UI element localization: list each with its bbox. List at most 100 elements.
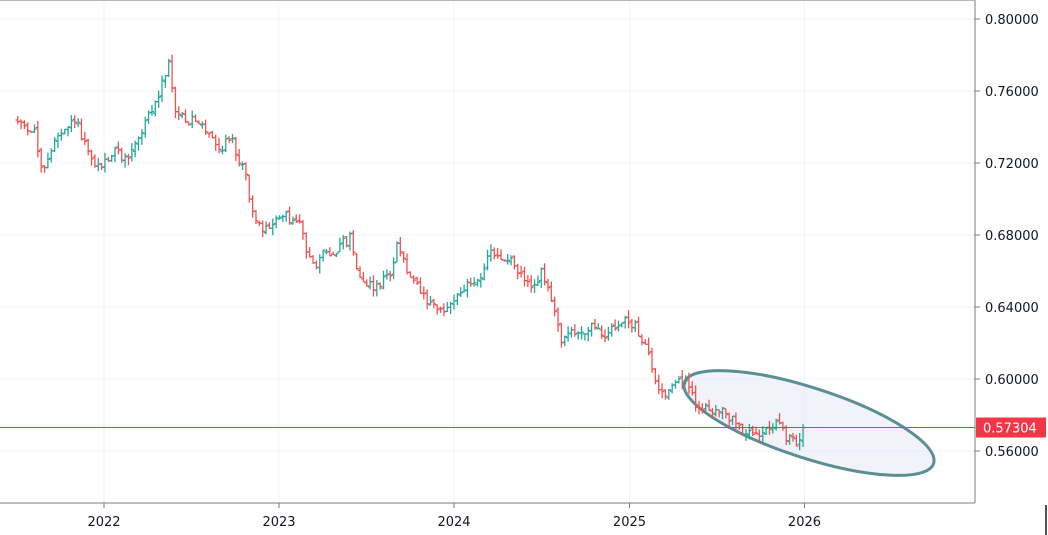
ohlc-bar	[233, 136, 239, 161]
ohlc-bar	[72, 115, 77, 129]
ohlc-bar	[545, 278, 551, 292]
y-tick-label: 0.76000	[985, 85, 1039, 100]
ohlc-bar	[35, 120, 41, 158]
ohlc-bar	[706, 399, 712, 411]
ohlc-bar	[619, 322, 625, 328]
ohlc-bar	[75, 118, 81, 128]
ohlc-bar	[193, 114, 198, 122]
ohlc-bar	[471, 277, 477, 287]
ohlc-bar	[710, 408, 715, 419]
ohlc-bar	[720, 407, 725, 420]
ohlc-bar	[290, 216, 296, 225]
ohlc-bar	[347, 231, 353, 251]
ohlc-bar	[616, 320, 621, 332]
ohlc-bar	[263, 221, 269, 235]
ohlc-bar	[32, 124, 37, 134]
ohlc-bar	[132, 140, 138, 158]
ohlc-bar	[294, 214, 299, 224]
ohlc-bar	[337, 237, 343, 253]
ohlc-bar	[528, 275, 534, 293]
ohlc-bar	[357, 266, 363, 278]
ohlc-bar	[388, 270, 393, 282]
ohlc-bar	[458, 287, 463, 297]
ohlc-bar	[408, 271, 413, 278]
ohlc-bar	[354, 253, 359, 270]
ohlc-bar	[612, 319, 618, 331]
last-price-label: 0.57304	[983, 422, 1037, 437]
x-tick-label: 2026	[788, 515, 821, 530]
ohlc-bar	[790, 433, 796, 442]
ohlc-bar	[703, 403, 708, 412]
y-tick-label: 0.68000	[985, 229, 1039, 244]
ohlc-bar	[438, 306, 443, 313]
ohlc-bar	[377, 282, 383, 290]
ohlc-bar	[609, 323, 614, 337]
ohlc-bar	[240, 161, 245, 171]
ohlc-bar	[518, 265, 524, 278]
ohlc-bar	[287, 206, 292, 225]
ohlc-bar	[334, 252, 339, 257]
ohlc-bar	[663, 389, 668, 400]
ohlc-bar	[737, 422, 742, 430]
ohlc-bar	[38, 147, 44, 173]
ohlc-bar	[683, 375, 688, 385]
ohlc-bar	[508, 255, 514, 266]
ohlc-bar	[166, 58, 171, 77]
ohlc-bar	[143, 116, 148, 138]
ohlc-bar	[482, 263, 487, 281]
ohlc-bar	[196, 120, 202, 125]
ohlc-bar	[89, 149, 94, 166]
ohlc-bar	[693, 385, 698, 412]
ohlc-bar	[159, 75, 165, 103]
ohlc-bar	[626, 310, 631, 329]
ohlc-bar	[260, 220, 265, 238]
ohlc-bar	[52, 137, 57, 152]
ohlc-bar	[297, 214, 302, 224]
ohlc-bar	[797, 433, 802, 451]
ohlc-bar	[763, 427, 769, 436]
ohlc-bar	[431, 298, 437, 309]
ohlc-bar	[391, 257, 396, 279]
ohlc-bar	[633, 319, 638, 333]
ohlc-bar	[156, 90, 161, 108]
ohlc-bar	[223, 134, 228, 153]
y-tick-label: 0.72000	[985, 157, 1039, 172]
ohlc-bar	[760, 426, 765, 444]
ohlc-bar	[696, 400, 702, 415]
ohlc-bar	[226, 136, 232, 143]
ohlc-bar	[723, 408, 729, 419]
ohlc-bar	[552, 296, 557, 317]
ohlc-bar	[283, 210, 289, 222]
ohlc-bars	[15, 54, 806, 451]
ohlc-bar	[562, 335, 567, 347]
ohlc-bar	[535, 275, 541, 286]
ohlc-bar	[277, 215, 282, 220]
ohlc-bar	[341, 235, 346, 250]
ohlc-bar	[179, 112, 185, 119]
ohlc-bar	[747, 423, 752, 440]
ohlc-bar	[700, 403, 705, 414]
last-price-tag	[976, 417, 1046, 438]
ohlc-bar	[361, 271, 366, 283]
ohlc-bar	[203, 119, 208, 135]
ohlc-bar	[602, 329, 608, 343]
ohlc-bar	[586, 326, 591, 342]
ohlc-bar	[220, 145, 225, 155]
ohlc-bar	[253, 210, 259, 224]
ohlc-bar	[680, 370, 685, 390]
ohlc-bar	[592, 318, 598, 330]
ohlc-bar	[743, 428, 749, 441]
ohlc-bar	[579, 326, 584, 340]
y-tick-label: 0.64000	[985, 301, 1039, 316]
ohlc-bar	[129, 143, 135, 162]
ohlc-bar	[428, 295, 433, 306]
ohlc-bar	[421, 286, 426, 300]
ohlc-bar	[230, 133, 235, 144]
ohlc-bar	[216, 137, 222, 154]
ohlc-bar	[676, 376, 682, 384]
ohlc-bar	[320, 249, 326, 262]
ohlc-bar	[411, 275, 416, 284]
ohlc-bar	[122, 153, 128, 168]
ohlc-bar	[270, 218, 275, 236]
